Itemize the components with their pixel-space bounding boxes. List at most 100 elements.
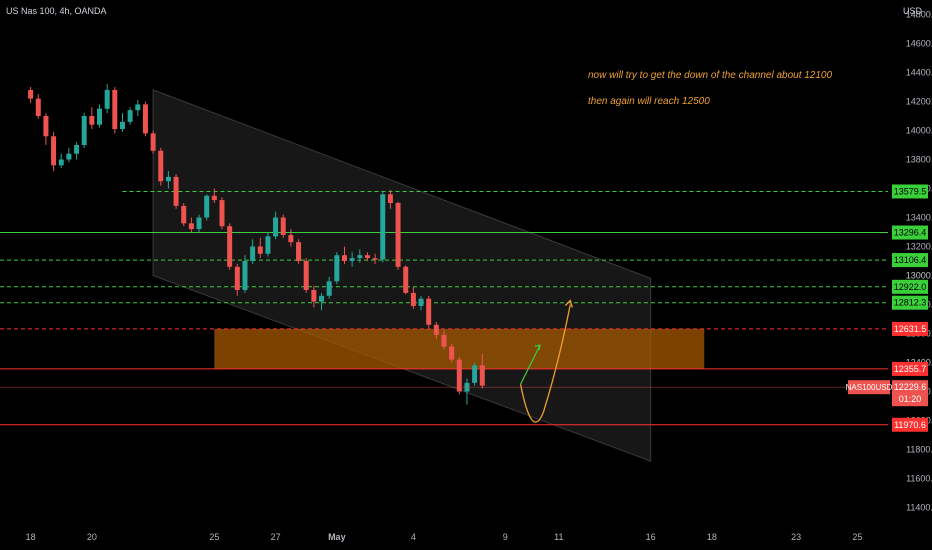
- level-tag: [892, 184, 928, 199]
- candle-body: [410, 292, 416, 306]
- x-tick-label: 25: [852, 532, 862, 542]
- level-tag-label: 12631.5: [894, 324, 927, 334]
- candle-42: [349, 252, 355, 267]
- candle-body: [326, 281, 332, 296]
- candle-32: [273, 211, 279, 240]
- candle-body: [242, 261, 248, 290]
- candle-body: [51, 136, 57, 166]
- projection-arrowhead: [564, 299, 573, 308]
- currency-label: USD: [902, 6, 922, 16]
- current-price-tag: [892, 380, 928, 407]
- level-tag: [892, 279, 928, 294]
- candle-40: [334, 252, 340, 285]
- level-tag-label: 12355.7: [894, 364, 927, 374]
- candle-46: [380, 191, 386, 263]
- y-tick-label: 13200.0: [906, 242, 932, 252]
- candle-body: [142, 104, 148, 134]
- y-tick-label: 11600.0: [906, 474, 932, 484]
- candle-12: [119, 113, 125, 132]
- candle-19: [173, 174, 179, 209]
- candle-body: [234, 266, 240, 290]
- candle-body: [188, 223, 194, 230]
- candle-body: [387, 194, 393, 203]
- candle-body: [227, 226, 233, 267]
- candle-59: [479, 353, 485, 389]
- candle-9: [97, 104, 103, 128]
- y-tick-label: 13800.0: [906, 155, 932, 165]
- candle-body: [380, 194, 386, 260]
- y-tick-label: 11800.0: [906, 445, 932, 455]
- candle-body: [319, 295, 325, 302]
- candle-2: [43, 113, 49, 145]
- x-tick-label: May: [328, 532, 346, 542]
- short-up-arrowhead: [534, 344, 541, 351]
- candle-36: [303, 258, 309, 293]
- countdown-label: 01:20: [899, 394, 922, 404]
- candle-body: [196, 217, 202, 230]
- candle-body: [280, 217, 286, 235]
- x-tick-label: 25: [209, 532, 219, 542]
- level-tag: [892, 225, 928, 240]
- x-tick-label: 4: [411, 532, 416, 542]
- candle-body: [135, 104, 141, 111]
- candle-30: [257, 237, 263, 259]
- candle-body: [472, 365, 478, 383]
- candle-body: [395, 203, 401, 267]
- candle-5: [66, 147, 72, 163]
- candle-body: [418, 298, 424, 306]
- candle-body: [204, 195, 210, 218]
- annotation-text-1: now will try to get the down of the chan…: [588, 70, 833, 81]
- y-tick-label: 14000.0: [906, 126, 932, 136]
- candle-27: [234, 263, 240, 296]
- candle-22: [196, 214, 202, 232]
- candle-10: [104, 84, 110, 114]
- candle-1: [35, 94, 41, 119]
- candle-body: [158, 150, 164, 182]
- candle-49: [403, 265, 409, 295]
- candle-body: [219, 200, 225, 227]
- current-price-label: 12229.6: [894, 382, 927, 392]
- annotation-text-2: then again will reach 12500: [588, 96, 710, 107]
- y-tick-label-partial: 13000.0: [906, 271, 932, 281]
- candle-52: [426, 295, 432, 328]
- candle-body: [456, 359, 462, 392]
- candle-body: [334, 255, 340, 282]
- candle-body: [89, 116, 95, 125]
- candle-23: [204, 194, 210, 221]
- candle-33: [280, 214, 286, 238]
- level-tag-label: 12812.3: [894, 298, 927, 308]
- candle-body: [296, 242, 302, 261]
- candle-55: [449, 343, 455, 363]
- candle-48: [395, 201, 401, 270]
- y-tick-label: 13400.0: [906, 213, 932, 223]
- candle-45: [372, 253, 378, 264]
- candle-body: [181, 205, 187, 224]
- y-tick-label: 14200.0: [906, 97, 932, 107]
- candle-53: [433, 321, 439, 340]
- candle-29: [250, 239, 256, 264]
- x-tick-label: 11: [554, 532, 563, 542]
- candle-35: [296, 239, 302, 264]
- candle-44: [364, 252, 370, 261]
- candle-7: [81, 113, 87, 148]
- projection-curve: [519, 304, 571, 423]
- candle-21: [188, 217, 194, 232]
- candle-body: [211, 195, 217, 201]
- candle-38: [319, 292, 325, 311]
- candle-14: [135, 100, 141, 116]
- candle-body: [426, 298, 432, 325]
- candle-34: [288, 229, 294, 247]
- x-tick-label: 27: [271, 532, 281, 542]
- level-tag: [892, 417, 928, 432]
- y-tick-label: 14600.0: [906, 39, 932, 49]
- candle-39: [326, 276, 332, 299]
- x-tick-label: 23: [791, 532, 801, 542]
- candle-37: [311, 285, 317, 308]
- candle-body: [250, 246, 256, 261]
- candle-body: [364, 255, 370, 259]
- candle-body: [311, 290, 317, 302]
- candle-16: [150, 130, 156, 154]
- level-tag: [892, 253, 928, 268]
